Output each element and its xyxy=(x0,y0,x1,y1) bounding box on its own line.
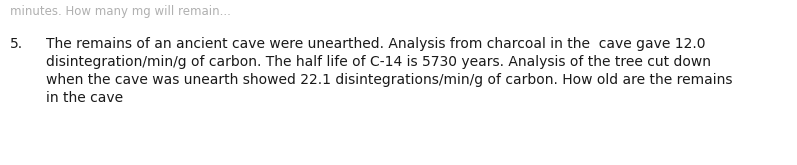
Text: The remains of an ancient cave were unearthed. Analysis from charcoal in the  ca: The remains of an ancient cave were unea… xyxy=(46,37,705,51)
Text: minutes. How many mg will remain...: minutes. How many mg will remain... xyxy=(10,5,230,18)
Text: when the cave was unearth showed 22.1 disintegrations/min/g of carbon. How old a: when the cave was unearth showed 22.1 di… xyxy=(46,73,732,87)
Text: 5.: 5. xyxy=(10,37,23,51)
Text: in the cave: in the cave xyxy=(46,91,123,105)
Text: disintegration/min/g of carbon. The half life of C-14 is 5730 years. Analysis of: disintegration/min/g of carbon. The half… xyxy=(46,55,711,69)
